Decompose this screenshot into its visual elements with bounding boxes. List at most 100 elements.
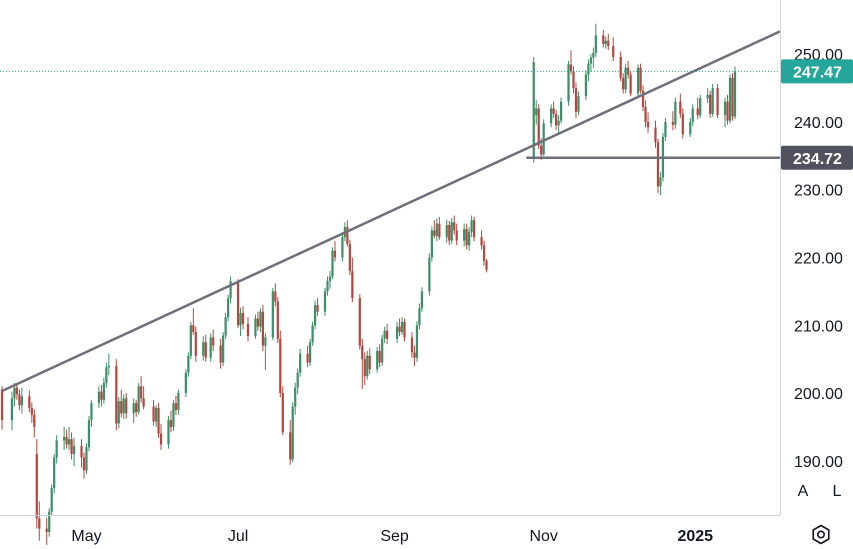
candle: [463, 223, 466, 247]
candle-body: [450, 222, 453, 241]
candle-body: [316, 304, 319, 312]
candle: [716, 84, 719, 118]
candle: [117, 397, 120, 429]
candle: [535, 100, 538, 125]
candle: [587, 59, 590, 82]
candle-body: [572, 71, 575, 89]
candle: [10, 391, 14, 431]
candle-body: [105, 367, 108, 383]
candle-body: [602, 35, 605, 45]
candle-body: [18, 394, 21, 406]
candle-body: [723, 101, 727, 116]
candle: [256, 311, 260, 331]
candle-body: [368, 355, 371, 370]
candle: [482, 240, 486, 266]
candle: [376, 346, 379, 373]
candle-body: [709, 94, 712, 114]
candle-body: [448, 224, 451, 241]
settings-gear-icon[interactable]: [808, 522, 834, 548]
candle: [361, 338, 364, 389]
candle: [271, 287, 274, 341]
candle-body: [229, 281, 232, 299]
candle-body: [646, 121, 650, 128]
candle-body: [366, 355, 369, 377]
candle: [341, 233, 344, 262]
candle: [358, 294, 361, 350]
candle-body: [420, 291, 424, 309]
candle-body: [622, 77, 625, 90]
candle-body: [346, 227, 349, 244]
trendline[interactable]: [1, 30, 781, 393]
candle-body: [55, 440, 58, 458]
log-scale-button[interactable]: L: [824, 479, 850, 505]
candle: [594, 23, 597, 57]
candle-body: [326, 281, 329, 292]
candle-body: [48, 511, 51, 532]
candle-body: [696, 108, 699, 116]
candle-body: [607, 40, 610, 47]
candle: [602, 29, 605, 48]
candle: [55, 435, 58, 464]
time-tick-label: Jul: [228, 528, 248, 545]
candle-body: [53, 457, 56, 488]
candle-body: [438, 223, 441, 238]
candle-body: [699, 98, 702, 116]
candle-body: [629, 74, 632, 94]
candle: [87, 416, 91, 452]
candle: [229, 276, 232, 304]
price-axis-markers: 234.72 247.47: [781, 59, 853, 170]
candle-body: [189, 325, 192, 356]
candle-body: [192, 325, 195, 333]
candle-body: [639, 67, 642, 91]
candle-body: [378, 351, 381, 363]
candle-body: [85, 447, 88, 471]
candle-body: [463, 229, 466, 241]
candle: [212, 329, 215, 352]
candle: [50, 484, 53, 515]
candle-body: [132, 403, 135, 414]
candle-body: [82, 457, 86, 471]
candle: [656, 138, 660, 194]
candle-body: [472, 220, 476, 238]
candle-body: [540, 145, 543, 155]
candle-body: [107, 365, 110, 368]
drawing-lines: [0, 30, 781, 393]
candle: [90, 399, 93, 427]
candle-body: [535, 108, 538, 116]
candle-body: [172, 403, 175, 427]
candle: [450, 218, 453, 244]
candle: [279, 330, 282, 398]
candle: [28, 390, 31, 412]
candle-body: [726, 101, 729, 121]
candle: [102, 378, 105, 404]
candle-body: [125, 398, 128, 414]
candle: [67, 426, 71, 450]
candle-body: [689, 121, 692, 135]
candle: [428, 253, 431, 296]
candle: [30, 402, 33, 423]
candle-body: [174, 403, 178, 410]
candle-body: [333, 250, 337, 258]
candle-body: [567, 64, 570, 102]
last-price-label-background: [781, 59, 853, 84]
candle: [455, 223, 458, 246]
candle-body: [674, 101, 677, 125]
candle: [453, 215, 456, 235]
candle-body: [659, 177, 662, 187]
candle: [276, 296, 279, 343]
candle-body: [102, 382, 105, 400]
price-axis[interactable]: 250.00240.00230.00220.00210.00200.00190.…: [794, 47, 843, 471]
candle: [125, 393, 128, 419]
candle: [294, 382, 297, 415]
candle-body: [624, 67, 627, 90]
candle: [72, 437, 76, 467]
price-tick-label: 200.00: [794, 386, 843, 403]
candle: [172, 399, 175, 431]
auto-scale-button[interactable]: A: [790, 479, 816, 505]
candle-body: [241, 313, 245, 324]
candle: [157, 403, 160, 438]
level-price-label: 234.72: [781, 145, 853, 170]
candle-body: [271, 291, 274, 338]
time-axis[interactable]: May Jul Sep Nov 2025: [71, 528, 713, 545]
